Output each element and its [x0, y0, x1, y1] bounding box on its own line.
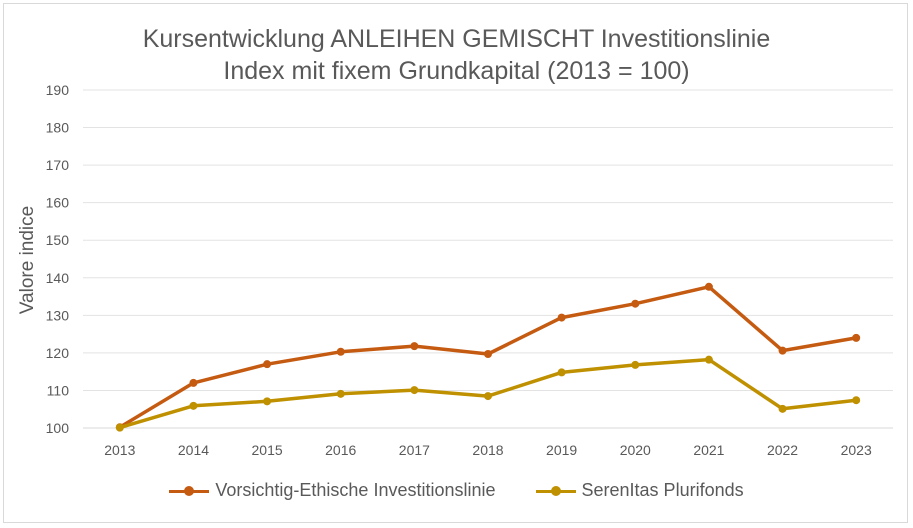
- data-point-series-1: [189, 378, 198, 387]
- y-axis-ticks: 100 110 120 130 140 150 160 170 180 190: [46, 82, 70, 436]
- x-tick-label: 2018: [472, 442, 503, 458]
- data-point-series-1: [557, 313, 566, 322]
- x-tick-label: 2016: [325, 442, 356, 458]
- data-point-series-2: [631, 360, 640, 369]
- y-tick-label: 130: [46, 307, 70, 323]
- y-tick-label: 140: [46, 270, 70, 286]
- chart-title-line2: Index mit fixem Grundkapital (2013 = 100…: [223, 57, 690, 85]
- y-axis-label: Valore indice: [17, 206, 38, 314]
- x-tick-label: 2014: [178, 442, 209, 458]
- data-point-series-1: [778, 346, 787, 355]
- legend-label-series-1: Vorsichtig-Ethische Investitionslinie: [215, 480, 496, 500]
- data-point-series-1: [631, 299, 640, 308]
- y-tick-label: 100: [46, 420, 70, 436]
- legend-label-series-2: SerenItas Plurifonds: [581, 480, 744, 500]
- data-point-series-2: [115, 423, 124, 432]
- x-tick-label: 2019: [546, 442, 577, 458]
- y-tick-label: 150: [46, 232, 70, 248]
- x-tick-label: 2022: [767, 442, 798, 458]
- data-point-series-2: [410, 386, 419, 395]
- data-point-series-2: [557, 368, 566, 377]
- data-point-series-2: [336, 389, 345, 398]
- gridlines: [83, 89, 893, 429]
- legend-item-series-2: SerenItas Plurifonds: [535, 480, 744, 501]
- data-point-series-1: [704, 282, 713, 291]
- data-point-series-1: [263, 360, 272, 369]
- y-tick-label: 170: [46, 157, 70, 173]
- data-point-series-1: [410, 342, 419, 351]
- x-tick-label: 2020: [620, 442, 651, 458]
- x-tick-label: 2023: [841, 442, 872, 458]
- y-tick-label: 180: [46, 120, 70, 136]
- data-point-series-1: [852, 333, 861, 342]
- series-lines: [115, 282, 861, 432]
- legend: Vorsichtig-Ethische Investitionslinie Se…: [0, 480, 913, 501]
- data-point-series-2: [484, 392, 492, 401]
- x-tick-label: 2021: [693, 442, 724, 458]
- legend-marker-series-1: [169, 485, 210, 497]
- data-point-series-2: [852, 396, 861, 405]
- y-tick-label: 190: [46, 82, 70, 98]
- data-point-series-1: [336, 347, 345, 356]
- y-tick-label: 160: [46, 195, 70, 211]
- data-point-series-2: [704, 355, 713, 364]
- y-tick-label: 110: [47, 382, 70, 398]
- chart-title-line1: Kursentwicklung ANLEIHEN GEMISCHT Invest…: [142, 25, 771, 53]
- data-point-series-1: [484, 350, 492, 359]
- x-axis-ticks: 2013 2014 2015 2016 2017 2018 2019 2020 2021 2022…: [104, 442, 872, 458]
- data-point-series-2: [189, 401, 198, 410]
- legend-marker-series-2: [535, 485, 576, 497]
- x-tick-label: 2017: [399, 442, 430, 458]
- data-point-series-2: [263, 397, 272, 406]
- data-point-series-2: [778, 404, 787, 413]
- x-tick-label: 2013: [104, 442, 135, 458]
- x-tick-label: 2015: [252, 442, 283, 458]
- legend-item-series-1: Vorsichtig-Ethische Investitionslinie: [169, 480, 496, 501]
- y-tick-label: 120: [46, 345, 70, 361]
